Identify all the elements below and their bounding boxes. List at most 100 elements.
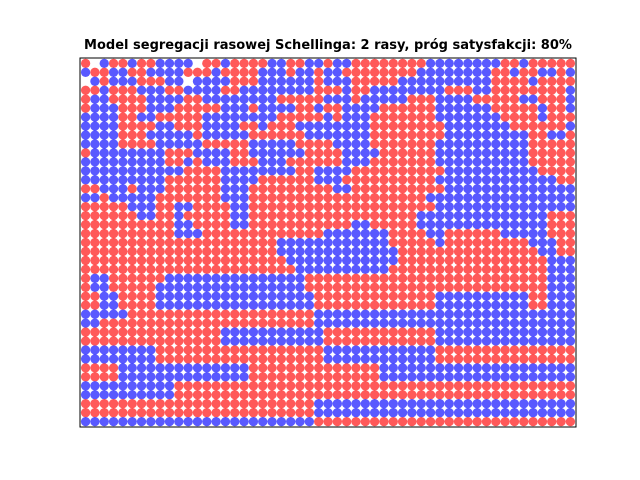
agent-point-blue bbox=[155, 291, 165, 301]
agent-point-red bbox=[491, 345, 501, 355]
agent-point-blue bbox=[351, 345, 361, 355]
agent-point-blue bbox=[453, 399, 464, 409]
agent-point-red bbox=[397, 58, 408, 69]
agent-point-blue bbox=[164, 381, 175, 391]
agent-point-blue bbox=[136, 157, 147, 167]
agent-point-blue bbox=[164, 372, 175, 382]
agent-point-red bbox=[341, 219, 352, 230]
agent-point-blue bbox=[99, 166, 109, 176]
agent-point-blue bbox=[174, 372, 184, 382]
agent-point-blue bbox=[239, 193, 249, 203]
agent-point-blue bbox=[341, 58, 352, 69]
agent-point-red bbox=[127, 67, 137, 77]
agent-point-blue bbox=[528, 94, 538, 104]
agent-point-blue bbox=[146, 372, 156, 382]
agent-point-red bbox=[183, 381, 193, 391]
agent-point-red bbox=[295, 175, 305, 185]
agent-point-blue bbox=[248, 148, 259, 158]
agent-point-blue bbox=[276, 416, 287, 427]
agent-point-red bbox=[286, 381, 296, 391]
agent-point-red bbox=[547, 139, 557, 149]
agent-point-red bbox=[118, 94, 128, 104]
agent-point-red bbox=[435, 130, 445, 140]
agent-point-blue bbox=[453, 408, 464, 418]
agent-point-blue bbox=[108, 354, 119, 364]
agent-point-blue bbox=[295, 237, 305, 248]
agent-point-blue bbox=[323, 175, 333, 185]
agent-point-red bbox=[519, 255, 529, 266]
agent-point-blue bbox=[323, 76, 333, 86]
agent-point-blue bbox=[547, 282, 557, 292]
agent-point-blue bbox=[565, 399, 576, 409]
agent-point-red bbox=[556, 76, 566, 86]
agent-point-red bbox=[314, 273, 324, 283]
agent-point-blue bbox=[444, 184, 454, 194]
agent-point-blue bbox=[360, 130, 370, 140]
agent-point-red bbox=[164, 148, 175, 158]
agent-point-red bbox=[108, 399, 119, 409]
agent-point-red bbox=[369, 327, 380, 337]
agent-point-red bbox=[369, 372, 380, 382]
agent-point-red bbox=[388, 282, 398, 292]
agent-point-blue bbox=[481, 157, 492, 167]
agent-point-red bbox=[537, 273, 548, 283]
agent-point-red bbox=[407, 390, 417, 400]
agent-point-blue bbox=[379, 408, 389, 418]
agent-point-red bbox=[509, 103, 520, 113]
agent-point-blue bbox=[341, 228, 352, 239]
agent-point-red bbox=[407, 112, 417, 122]
agent-point-red bbox=[314, 193, 324, 203]
agent-point-red bbox=[425, 175, 436, 185]
agent-point-red bbox=[397, 390, 408, 400]
agent-point-blue bbox=[425, 58, 436, 69]
agent-point-red bbox=[481, 94, 492, 104]
agent-point-blue bbox=[220, 76, 231, 86]
agent-point-blue bbox=[453, 202, 464, 212]
agent-point-blue bbox=[360, 309, 370, 319]
agent-point-red bbox=[435, 273, 445, 283]
agent-point-blue bbox=[323, 246, 333, 257]
agent-point-blue bbox=[304, 327, 315, 337]
agent-point-blue bbox=[519, 219, 529, 230]
agent-point-red bbox=[453, 416, 464, 427]
agent-point-blue bbox=[248, 416, 259, 427]
agent-point-red bbox=[416, 228, 426, 239]
agent-point-blue bbox=[174, 202, 184, 212]
agent-point-red bbox=[276, 219, 287, 230]
agent-point-red bbox=[267, 390, 277, 400]
agent-point-blue bbox=[519, 228, 529, 239]
agent-point-red bbox=[519, 76, 529, 86]
agent-point-red bbox=[425, 166, 436, 176]
agent-point-blue bbox=[435, 148, 445, 158]
agent-point-blue bbox=[314, 166, 324, 176]
agent-point-red bbox=[323, 202, 333, 212]
agent-point-blue bbox=[351, 354, 361, 364]
agent-point-red bbox=[248, 390, 259, 400]
agent-point-red bbox=[388, 103, 398, 113]
agent-point-red bbox=[183, 309, 193, 319]
agent-point-blue bbox=[491, 372, 501, 382]
agent-point-red bbox=[323, 372, 333, 382]
agent-point-red bbox=[369, 193, 380, 203]
agent-point-blue bbox=[444, 318, 454, 328]
agent-point-red bbox=[146, 300, 156, 310]
agent-point-blue bbox=[258, 166, 268, 176]
agent-point-blue bbox=[332, 354, 342, 364]
agent-point-blue bbox=[369, 148, 380, 158]
agent-point-red bbox=[211, 202, 221, 212]
agent-point-red bbox=[211, 264, 221, 275]
agent-point-blue bbox=[192, 76, 203, 86]
agent-point-red bbox=[332, 273, 342, 283]
agent-point-red bbox=[192, 345, 203, 355]
agent-point-red bbox=[183, 255, 193, 266]
agent-point-blue bbox=[211, 76, 221, 86]
agent-point-blue bbox=[155, 372, 165, 382]
agent-point-blue bbox=[155, 85, 165, 95]
agent-point-blue bbox=[481, 166, 492, 176]
agent-point-red bbox=[304, 193, 315, 203]
agent-point-red bbox=[211, 336, 221, 346]
agent-point-red bbox=[314, 76, 324, 86]
agent-point-blue bbox=[202, 416, 212, 427]
agent-point-blue bbox=[556, 255, 566, 266]
agent-point-red bbox=[425, 246, 436, 257]
